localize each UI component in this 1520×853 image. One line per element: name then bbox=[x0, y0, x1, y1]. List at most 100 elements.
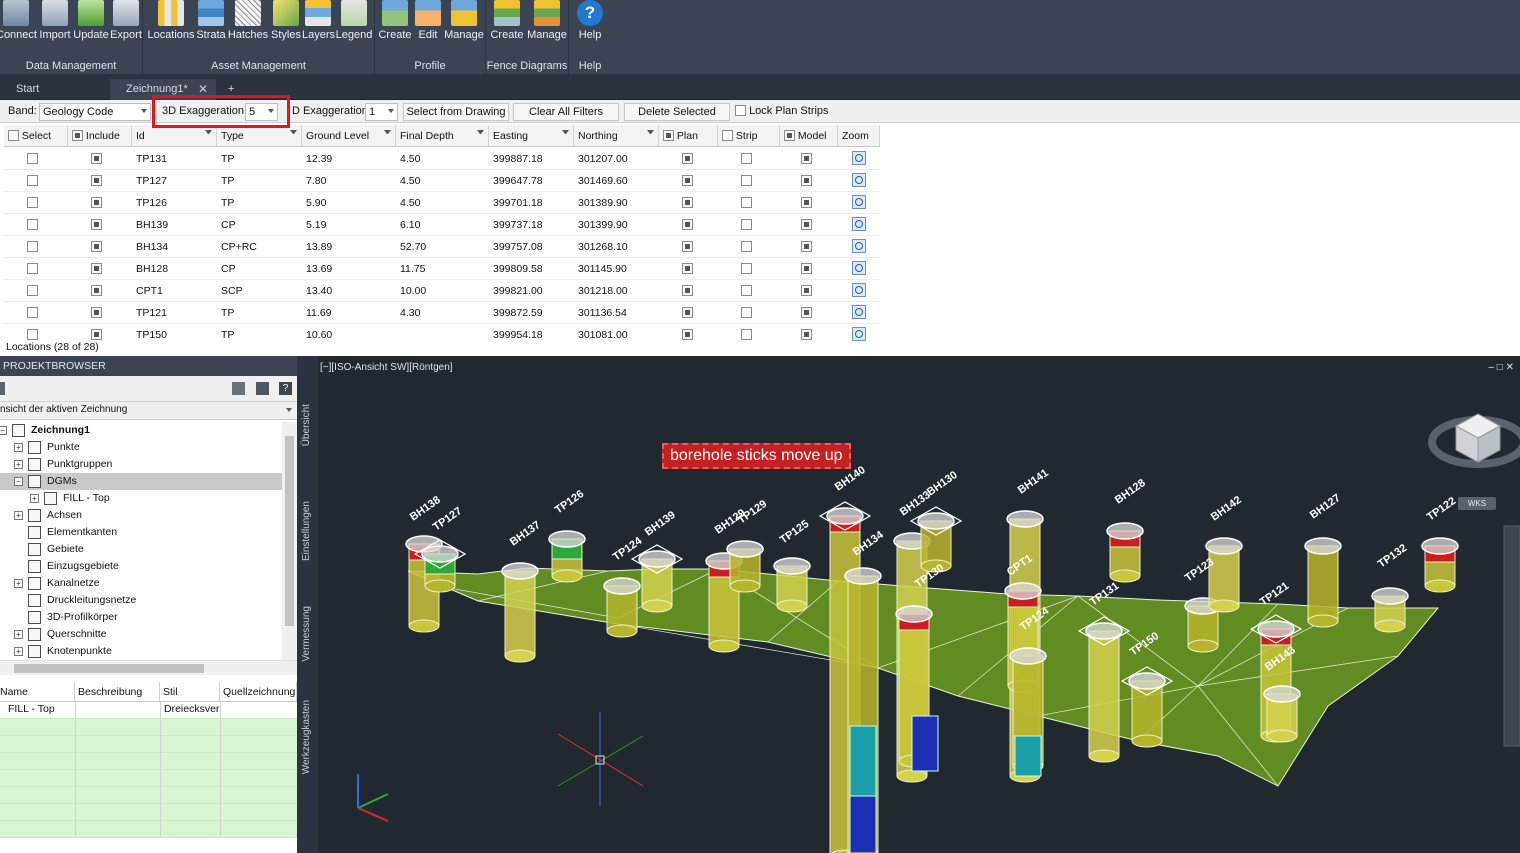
header-checkbox-icon[interactable] bbox=[8, 130, 19, 141]
tree-horizontal-scrollbar[interactable] bbox=[0, 660, 297, 675]
tree-view-icon[interactable] bbox=[232, 382, 245, 395]
tree-item[interactable]: Einzugsgebiete bbox=[0, 558, 282, 575]
table-row[interactable]: BH139 CP 5.19 6.10 399737.18 301399.90 bbox=[4, 214, 880, 236]
expand-icon[interactable]: + bbox=[14, 460, 23, 469]
list-item[interactable] bbox=[0, 770, 297, 787]
include-checkbox[interactable] bbox=[91, 153, 102, 164]
model-checkbox[interactable] bbox=[801, 175, 812, 186]
table-row[interactable]: TP126 TP 5.90 4.50 399701.18 301389.90 bbox=[4, 192, 880, 214]
plan-checkbox[interactable] bbox=[682, 153, 693, 164]
column-header-type[interactable]: Type bbox=[217, 125, 302, 147]
zoom-icon[interactable] bbox=[852, 151, 866, 165]
list-header-name[interactable]: Name bbox=[0, 682, 75, 702]
scroll-thumb[interactable] bbox=[285, 436, 294, 626]
profile-edit-button[interactable]: Edit bbox=[413, 0, 443, 44]
expand-icon[interactable]: + bbox=[14, 443, 23, 452]
include-checkbox[interactable] bbox=[91, 197, 102, 208]
tree-item[interactable]: − DGMs bbox=[0, 473, 282, 490]
export-button[interactable]: Export bbox=[109, 0, 143, 44]
tree-vertical-scrollbar[interactable] bbox=[282, 422, 297, 660]
header-checkbox-icon[interactable] bbox=[663, 130, 674, 141]
model-checkbox[interactable] bbox=[801, 241, 812, 252]
tree-item[interactable]: Gebiete bbox=[0, 541, 282, 558]
drawing-viewport[interactable]: BH138 TP127 BH137 TP126 TP124 BH139 BH129 TP129… bbox=[318, 356, 1520, 853]
zoom-icon[interactable] bbox=[852, 261, 866, 275]
tree-item[interactable]: + Punktgruppen bbox=[0, 456, 282, 473]
layers-button[interactable]: Layers bbox=[302, 0, 335, 44]
tree-item[interactable]: + Punkte bbox=[0, 439, 282, 456]
model-checkbox[interactable] bbox=[801, 329, 812, 340]
fence-manage-button[interactable]: Manage bbox=[526, 0, 568, 44]
list-item[interactable] bbox=[0, 719, 297, 736]
list-header-style[interactable]: Stil bbox=[160, 682, 220, 702]
strip-checkbox[interactable] bbox=[741, 329, 752, 340]
column-header-final-depth[interactable]: Final Depth bbox=[396, 125, 489, 147]
select-checkbox[interactable] bbox=[27, 197, 38, 208]
list-item[interactable] bbox=[0, 753, 297, 770]
model-checkbox[interactable] bbox=[801, 263, 812, 274]
zoom-icon[interactable] bbox=[852, 239, 866, 253]
help-icon[interactable]: ? bbox=[279, 382, 292, 395]
table-row[interactable]: BH134 CP+RC 13.89 52.70 399757.08 301268.10 bbox=[4, 236, 880, 258]
select-checkbox[interactable] bbox=[27, 153, 38, 164]
include-checkbox[interactable] bbox=[91, 219, 102, 230]
include-checkbox[interactable] bbox=[91, 175, 102, 186]
plan-checkbox[interactable] bbox=[682, 285, 693, 296]
column-header-include[interactable]: Include bbox=[68, 125, 132, 147]
strip-checkbox[interactable] bbox=[741, 219, 752, 230]
expand-icon[interactable]: + bbox=[14, 630, 23, 639]
select-from-drawing-button[interactable]: Select from Drawing bbox=[403, 103, 509, 121]
expand-icon[interactable]: + bbox=[14, 647, 23, 656]
include-checkbox[interactable] bbox=[91, 307, 102, 318]
band-select[interactable]: Geology Code bbox=[39, 103, 151, 121]
tab-start[interactable]: Start bbox=[16, 83, 40, 95]
new-tab-button[interactable]: + bbox=[228, 83, 235, 95]
profile-manage-button[interactable]: Manage bbox=[444, 0, 484, 44]
ucs-button[interactable]: WKS bbox=[1458, 497, 1496, 510]
plan-checkbox[interactable] bbox=[682, 329, 693, 340]
update-button[interactable]: Update bbox=[73, 0, 109, 44]
expand-icon[interactable]: + bbox=[30, 494, 39, 503]
list-item[interactable] bbox=[0, 736, 297, 753]
lock-plan-strips-checkbox[interactable]: Lock Plan Strips bbox=[735, 103, 829, 121]
model-checkbox[interactable] bbox=[801, 219, 812, 230]
header-checkbox-icon[interactable] bbox=[784, 130, 795, 141]
select-checkbox[interactable] bbox=[27, 241, 38, 252]
tab-zeichnung1[interactable]: Zeichnung1* ✕ bbox=[110, 79, 216, 100]
zoom-icon[interactable] bbox=[852, 195, 866, 209]
tree-item[interactable]: 3D-Profilkörper bbox=[0, 609, 282, 626]
model-checkbox[interactable] bbox=[801, 285, 812, 296]
column-header-id[interactable]: Id bbox=[132, 125, 217, 147]
exaggeration-3d-select[interactable]: 5 bbox=[245, 103, 278, 121]
select-checkbox[interactable] bbox=[27, 285, 38, 296]
tab-vermessung[interactable]: Vermessung bbox=[301, 606, 312, 662]
column-header-select[interactable]: Select bbox=[4, 125, 68, 147]
header-checkbox-icon[interactable] bbox=[722, 130, 733, 141]
plan-checkbox[interactable] bbox=[682, 219, 693, 230]
model-checkbox[interactable] bbox=[801, 307, 812, 318]
plan-checkbox[interactable] bbox=[682, 307, 693, 318]
select-checkbox[interactable] bbox=[27, 307, 38, 318]
table-row[interactable]: TP121 TP 11.69 4.30 399872.59 301136.54 bbox=[4, 302, 880, 324]
model-checkbox[interactable] bbox=[801, 153, 812, 164]
plan-checkbox[interactable] bbox=[682, 241, 693, 252]
profile-create-button[interactable]: Create bbox=[377, 0, 413, 44]
close-icon[interactable]: ✕ bbox=[197, 82, 208, 96]
settings-icon[interactable] bbox=[0, 382, 5, 395]
styles-button[interactable]: Styles bbox=[270, 0, 302, 44]
hatches-button[interactable]: Hatches bbox=[227, 0, 269, 44]
filter-icon[interactable] bbox=[477, 130, 484, 139]
tree-item[interactable]: + Querschnitte bbox=[0, 626, 282, 643]
table-row[interactable]: CPT1 SCP 13.40 10.00 399821.00 301218.00 bbox=[4, 280, 880, 302]
list-item[interactable] bbox=[0, 821, 297, 838]
filter-icon[interactable] bbox=[205, 130, 212, 139]
include-checkbox[interactable] bbox=[91, 285, 102, 296]
include-checkbox[interactable] bbox=[91, 329, 102, 340]
legend-button[interactable]: Legend bbox=[335, 0, 373, 44]
column-header-plan[interactable]: Plan bbox=[659, 125, 718, 147]
column-header-easting[interactable]: Easting bbox=[489, 125, 574, 147]
select-checkbox[interactable] bbox=[27, 329, 38, 340]
filter-icon[interactable] bbox=[290, 130, 297, 139]
column-header-northing[interactable]: Northing bbox=[574, 125, 659, 147]
filter-icon[interactable] bbox=[647, 130, 654, 139]
